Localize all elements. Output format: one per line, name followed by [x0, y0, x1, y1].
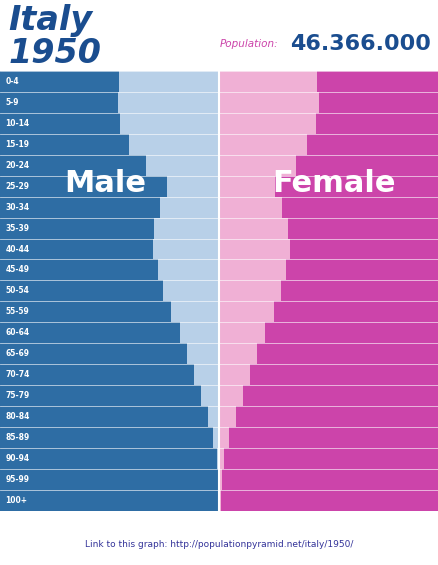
Text: 0-4: 0-4 [6, 77, 19, 86]
Text: Italy: Italy [9, 3, 93, 37]
Text: 85-89: 85-89 [6, 433, 30, 442]
Text: Population:: Population: [219, 39, 278, 49]
Bar [154, 218, 219, 238]
Text: 45-49: 45-49 [6, 266, 29, 275]
Text: 70-74: 70-74 [6, 371, 30, 380]
Text: 60-64: 60-64 [6, 328, 30, 337]
Text: Female: Female [271, 169, 395, 198]
Text: 2.5%: 2.5% [136, 516, 161, 525]
Bar [219, 470, 222, 490]
Text: 15-19: 15-19 [6, 140, 29, 149]
Text: 30-34: 30-34 [6, 202, 30, 211]
Text: 55-59: 55-59 [6, 307, 29, 316]
Text: 20-24: 20-24 [6, 160, 30, 170]
Bar [219, 385, 242, 406]
Text: 10-14: 10-14 [6, 119, 30, 128]
Bar [117, 92, 219, 112]
Bar [213, 427, 219, 449]
Bar [219, 427, 228, 449]
Text: Male: Male [64, 169, 146, 198]
Bar [187, 344, 219, 364]
Text: 7.5%: 7.5% [0, 516, 21, 525]
Bar [219, 133, 307, 155]
Text: 75-79: 75-79 [6, 392, 30, 401]
Text: 46.366.000: 46.366.000 [289, 34, 430, 54]
Bar [219, 71, 317, 92]
Bar [194, 364, 219, 385]
Bar [219, 364, 249, 385]
Text: 35-39: 35-39 [6, 224, 29, 233]
Bar [159, 197, 219, 218]
Text: Link to this graph: http://populationpyramid.net/italy/1950/: Link to this graph: http://populationpyr… [85, 540, 353, 549]
Bar [219, 344, 257, 364]
Bar [219, 71, 438, 511]
Bar [0, 71, 219, 511]
Bar [219, 218, 287, 238]
Bar [145, 155, 219, 176]
Bar [152, 238, 219, 259]
Bar [166, 176, 219, 197]
Bar [219, 92, 318, 112]
Text: 80-84: 80-84 [6, 412, 30, 421]
Bar [120, 112, 219, 133]
Text: 5%: 5% [71, 516, 86, 525]
Bar [157, 259, 219, 280]
Bar [163, 280, 219, 302]
Text: 40-44: 40-44 [6, 245, 30, 254]
Bar [201, 385, 219, 406]
Bar [219, 155, 295, 176]
Bar [207, 406, 219, 427]
Bar [219, 112, 315, 133]
Bar [219, 280, 280, 302]
Bar [219, 490, 220, 511]
Bar [219, 302, 273, 323]
Text: 90-94: 90-94 [6, 454, 30, 463]
Text: 95-99: 95-99 [6, 475, 29, 484]
Text: 5-9: 5-9 [6, 98, 19, 107]
Bar [219, 449, 223, 470]
Text: 1950: 1950 [9, 37, 102, 69]
Bar [219, 176, 275, 197]
Text: 25-29: 25-29 [6, 181, 29, 190]
Bar [219, 238, 290, 259]
Text: 7.5%: 7.5% [417, 516, 438, 525]
Bar [219, 197, 281, 218]
Text: 50-54: 50-54 [6, 286, 29, 295]
Text: 2.5%: 2.5% [277, 516, 302, 525]
Text: 100+: 100+ [6, 496, 28, 505]
Bar [218, 470, 219, 490]
Bar [179, 323, 219, 344]
Bar [119, 71, 219, 92]
Bar [171, 302, 219, 323]
Bar [219, 259, 286, 280]
Bar [219, 406, 235, 427]
Text: 65-69: 65-69 [6, 349, 29, 358]
Text: 5%: 5% [352, 516, 367, 525]
Bar [219, 323, 265, 344]
Bar [216, 449, 219, 470]
Bar [129, 133, 219, 155]
